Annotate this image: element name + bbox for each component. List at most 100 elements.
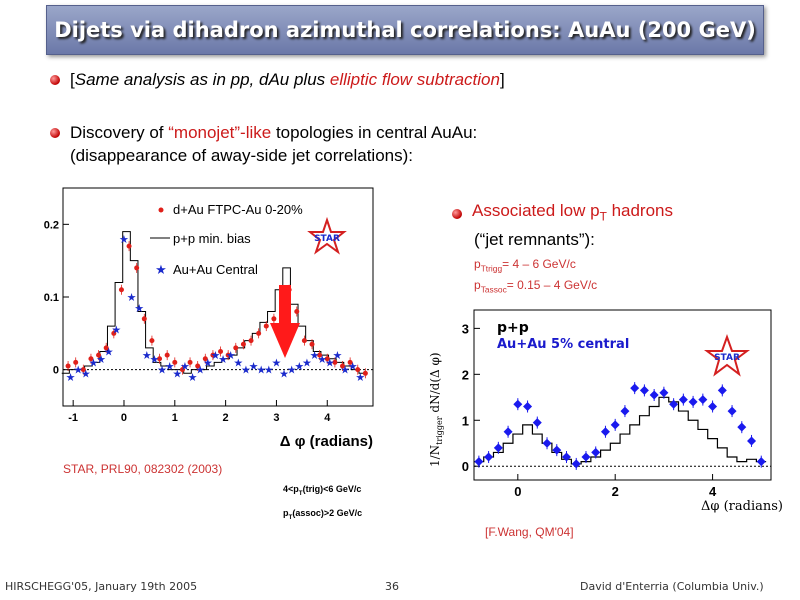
auau-point: ★ bbox=[104, 346, 114, 359]
left-x-tick-label: -1 bbox=[68, 412, 78, 424]
legend-dau-marker bbox=[158, 207, 164, 213]
legend-pp-label: p+p min. bias bbox=[173, 231, 251, 246]
auau5-point bbox=[688, 397, 698, 407]
dau-point bbox=[111, 330, 117, 336]
legend-auau-marker: ★ bbox=[155, 263, 167, 278]
auau5-point bbox=[717, 385, 727, 395]
auau5-point bbox=[737, 422, 747, 432]
dau-point bbox=[332, 359, 338, 365]
footer-page-number: 36 bbox=[385, 580, 399, 593]
trig-range: pTtrigg= 4 – 6 GeV/c bbox=[474, 257, 576, 274]
dau-point bbox=[347, 359, 353, 365]
auau5-point bbox=[542, 438, 552, 448]
right-chart: 0 2 4 0 1 2 3 p+p Au+Au 5% central STAR 1/Ntri… bbox=[428, 309, 783, 514]
bullet-3-title: Associated low pT hadrons bbox=[472, 201, 674, 224]
dau-point bbox=[202, 356, 208, 362]
auau5-point bbox=[669, 399, 679, 409]
auau5-point bbox=[756, 457, 766, 467]
bullet-1: [Same analysis as in pp, dAu plus ellipt… bbox=[70, 70, 505, 89]
auau5-point bbox=[620, 406, 630, 416]
bullet-icon bbox=[452, 209, 462, 219]
footer-conference: HIRSCHEGG'05, January 19th 2005 bbox=[5, 580, 198, 593]
dau-point bbox=[96, 352, 102, 358]
dau-point bbox=[179, 367, 185, 373]
dau-point bbox=[271, 316, 277, 322]
left-reference: STAR, PRL90, 082302 (2003) bbox=[63, 462, 223, 476]
dau-point bbox=[80, 367, 86, 373]
dau-point bbox=[294, 309, 300, 315]
auau-point: ★ bbox=[172, 367, 182, 380]
slide-title: Dijets via dihadron azimuthal correlatio… bbox=[54, 18, 756, 42]
auau-point: ★ bbox=[165, 360, 175, 373]
auau5-point bbox=[610, 420, 620, 430]
dau-point bbox=[210, 352, 216, 358]
auau5-point bbox=[513, 399, 523, 409]
legend-auau-label: Au+Au Central bbox=[173, 262, 258, 277]
right-pp-histogram bbox=[474, 396, 767, 465]
auau-point: ★ bbox=[317, 353, 327, 366]
left-y-tick-label: 0 bbox=[53, 365, 59, 377]
auau-point: ★ bbox=[157, 364, 167, 377]
right-x-axis-label: Δφ (radians) bbox=[701, 499, 783, 514]
dau-point bbox=[218, 349, 224, 354]
dau-point bbox=[187, 359, 193, 365]
dau-point bbox=[317, 352, 323, 358]
auau-point: ★ bbox=[81, 367, 91, 380]
dau-point bbox=[172, 359, 178, 365]
dau-point bbox=[126, 243, 132, 249]
auau5-point bbox=[523, 401, 533, 411]
auau5-point bbox=[698, 395, 708, 405]
star-logo-left: STAR bbox=[307, 216, 347, 255]
auau-point: ★ bbox=[241, 364, 251, 377]
auau-point: ★ bbox=[211, 349, 221, 362]
title-bar: Dijets via dihadron azimuthal correlatio… bbox=[46, 5, 764, 55]
auau5-point bbox=[581, 452, 591, 462]
arrow-shaft bbox=[279, 285, 291, 325]
auau5-point bbox=[678, 395, 688, 405]
arrow-head bbox=[270, 323, 300, 358]
right-x-tick-label: 2 bbox=[612, 484, 619, 499]
left-x-tick-label: 1 bbox=[172, 412, 178, 424]
left-x-tick-label: 4 bbox=[324, 412, 331, 424]
auau-point: ★ bbox=[188, 371, 198, 384]
auau-point: ★ bbox=[287, 364, 297, 377]
away-side-arrow bbox=[270, 285, 300, 358]
dau-point bbox=[355, 367, 361, 373]
auau5-point bbox=[571, 459, 581, 469]
star-logo-right: STAR bbox=[704, 334, 750, 377]
cut-trig: 4<pT(trig)<6 GeV/c bbox=[283, 484, 362, 497]
legend-dau-label: d+Au FTPC-Au 0-20% bbox=[173, 202, 303, 217]
left-x-tick-label: 0 bbox=[121, 412, 127, 424]
auau-point: ★ bbox=[256, 364, 266, 377]
auau5-point bbox=[591, 447, 601, 457]
dau-point bbox=[65, 363, 71, 369]
auau5-point bbox=[532, 418, 542, 428]
dau-point bbox=[263, 323, 269, 329]
left-x-axis-label: Δ φ (radians) bbox=[280, 433, 373, 450]
auau5-point bbox=[484, 452, 494, 462]
dau-point bbox=[88, 356, 94, 362]
auau5-point bbox=[708, 401, 718, 411]
dau-point bbox=[340, 363, 346, 369]
right-y-axis-label: 1/Ntrigger dN/d(Δ φ) bbox=[428, 352, 444, 467]
dau-point bbox=[309, 341, 315, 347]
auau-point: ★ bbox=[279, 367, 289, 380]
right-legend-auau: Au+Au 5% central bbox=[497, 337, 629, 352]
dau-point bbox=[362, 370, 368, 376]
auau-point: ★ bbox=[348, 360, 358, 373]
star-logo-text: STAR bbox=[314, 234, 340, 244]
dau-point bbox=[103, 345, 109, 351]
auau5-point bbox=[474, 457, 484, 467]
left-chart: -1 0 1 2 3 400.10.2 ★★★★★★★★★★★★★★★★★★★★★★★★★… bbox=[44, 187, 374, 450]
auau5-point bbox=[562, 452, 572, 462]
dau-point bbox=[134, 265, 140, 271]
left-x-tick-label: 3 bbox=[273, 412, 279, 424]
bullet-icon bbox=[50, 75, 60, 85]
right-y-tick-label: 0 bbox=[462, 459, 469, 474]
auau5-point bbox=[600, 427, 610, 437]
auau5-point bbox=[659, 388, 669, 398]
auau-point: ★ bbox=[355, 371, 365, 384]
assoc-range: pTassoc= 0.15 – 4 GeV/c bbox=[474, 278, 598, 295]
auau5-point bbox=[493, 443, 503, 453]
auau-point: ★ bbox=[233, 356, 243, 369]
